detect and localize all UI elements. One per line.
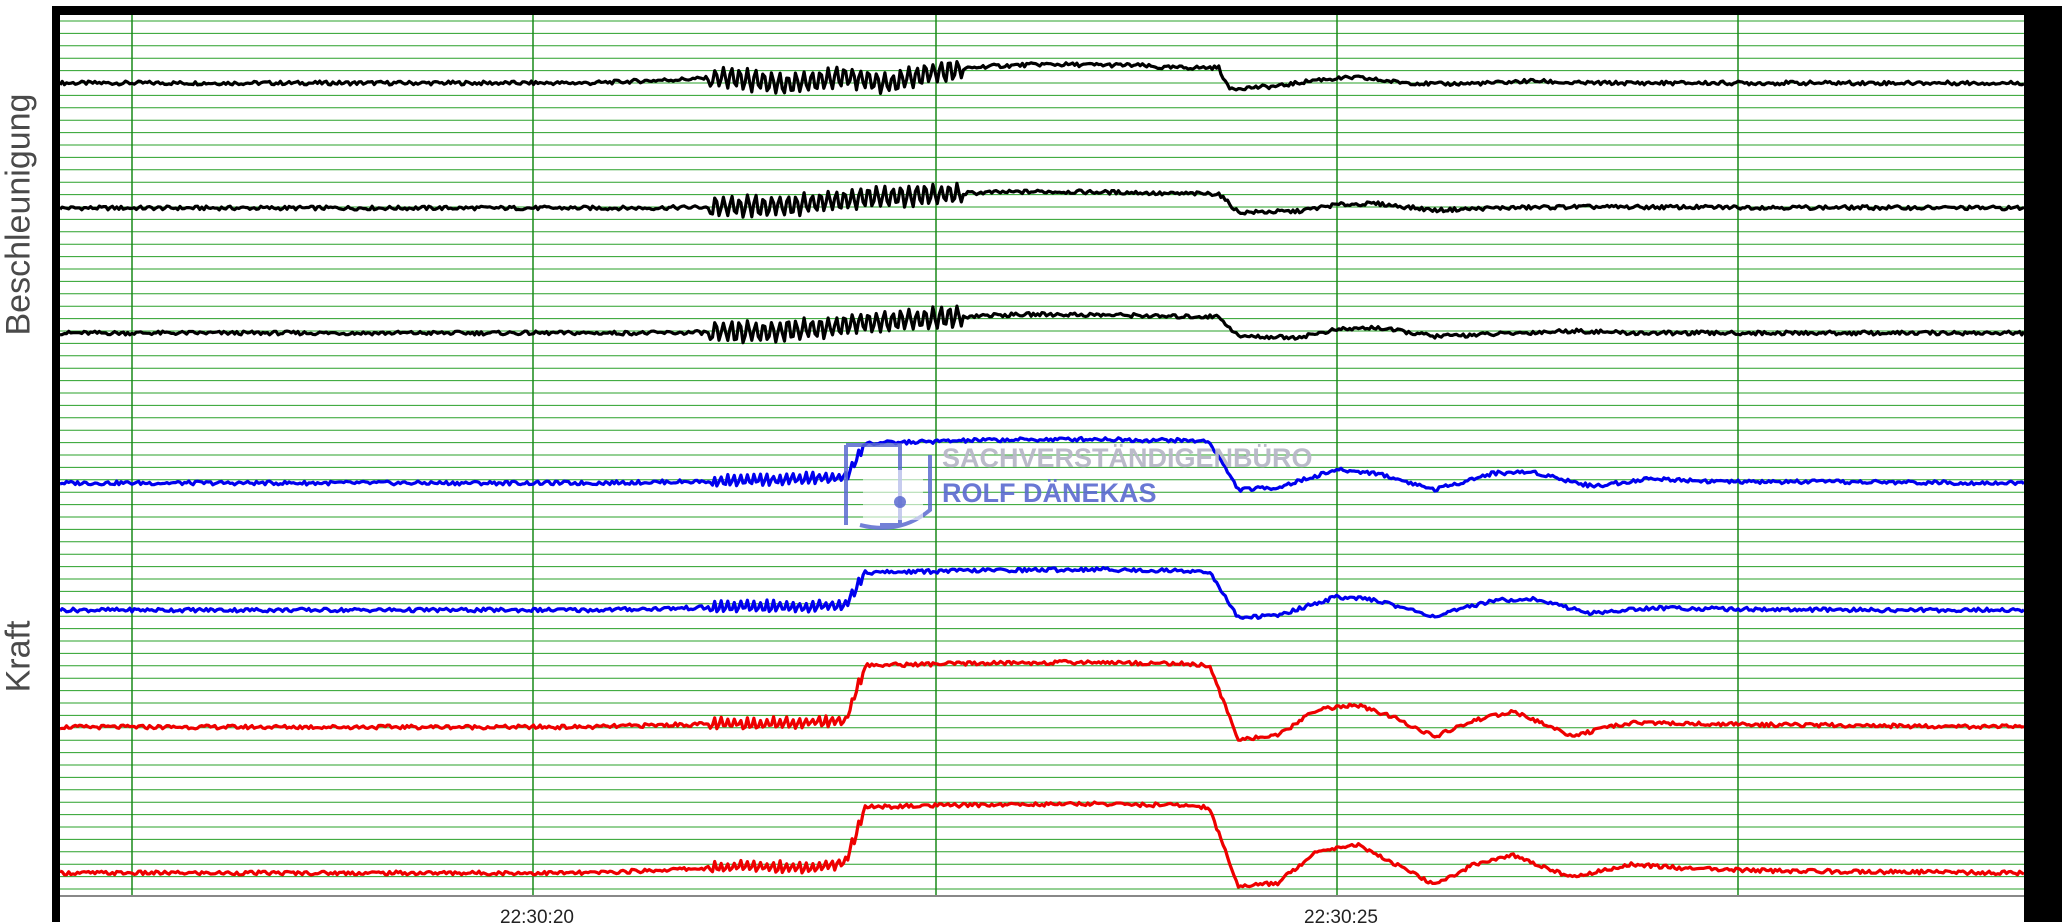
series-line-4 xyxy=(60,566,2024,620)
series-line-6 xyxy=(60,800,2024,889)
chart-svg: SACHVERSTÄNDIGENBÜRO ROLF DÄNEKAS xyxy=(60,15,2024,895)
time-axis-bar: 22:30:20 22:30:25 xyxy=(60,895,2024,924)
watermark-line-2: ROLF DÄNEKAS xyxy=(942,478,1157,508)
plot-area: SACHVERSTÄNDIGENBÜRO ROLF DÄNEKAS xyxy=(60,15,2024,895)
watermark-line-1: SACHVERSTÄNDIGENBÜRO xyxy=(942,443,1313,473)
y-group-label-beschleunigung: Beschleunigung xyxy=(0,93,38,336)
x-tick-label-0: 22:30:20 xyxy=(500,907,574,924)
watermark-symbol-panel xyxy=(863,470,923,520)
watermark-symbol-dot xyxy=(894,496,906,508)
x-tick-label-1: 22:30:25 xyxy=(1304,907,1378,924)
series-line-5 xyxy=(60,658,2024,742)
series-line-1 xyxy=(60,181,2024,219)
series-line-3 xyxy=(60,435,2024,493)
series-line-0 xyxy=(60,60,2024,95)
series-line-2 xyxy=(60,304,2024,345)
y-group-label-kraft: Kraft xyxy=(0,620,38,693)
watermark-logo: SACHVERSTÄNDIGENBÜRO ROLF DÄNEKAS xyxy=(844,443,1313,530)
